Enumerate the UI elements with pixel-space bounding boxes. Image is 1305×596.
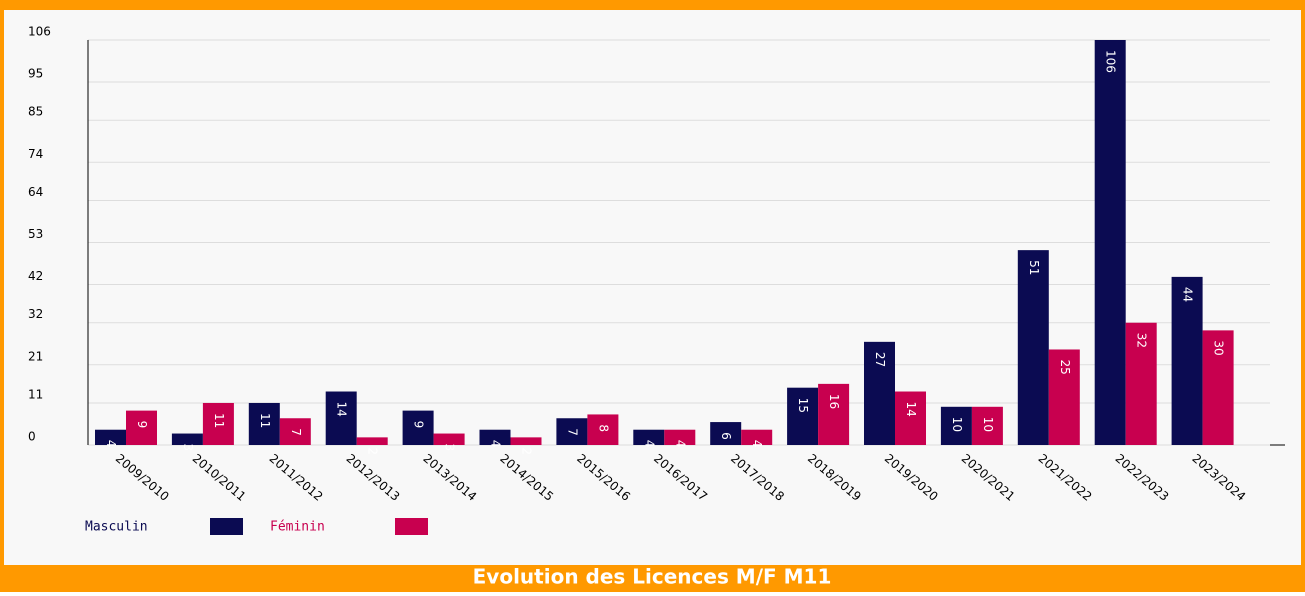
value-label: 3 (181, 444, 195, 452)
bar (741, 429, 773, 445)
bar (556, 418, 588, 445)
value-label: 51 (1027, 260, 1041, 275)
y-tick-label: 74 (28, 147, 43, 161)
bar (356, 437, 388, 445)
value-label: 14 (904, 402, 918, 417)
value-label: 10 (981, 417, 995, 432)
bar (126, 410, 157, 445)
value-label: 7 (289, 428, 303, 436)
value-label: 11 (258, 413, 272, 428)
y-tick-label: 42 (28, 269, 43, 283)
bar (279, 418, 311, 445)
bar (787, 387, 819, 445)
bar (433, 433, 465, 445)
y-tick-label: 95 (28, 67, 43, 81)
bar (587, 414, 619, 445)
bar (940, 406, 972, 445)
bar (171, 433, 203, 445)
value-label: 16 (827, 394, 841, 409)
value-label: 106 (1104, 50, 1118, 73)
value-label: 3 (443, 444, 457, 452)
bar (202, 402, 234, 445)
value-label: 9 (135, 421, 149, 429)
value-label: 7 (565, 428, 579, 436)
y-tick-label: 11 (28, 387, 43, 401)
value-label: 44 (1181, 287, 1195, 302)
value-label: 4 (673, 440, 687, 448)
bar (1094, 40, 1126, 445)
y-tick-label: 85 (28, 105, 43, 119)
legend-label: Féminin (270, 520, 325, 535)
value-label: 4 (642, 440, 656, 448)
bar (710, 422, 742, 445)
value-label: 10 (950, 417, 964, 432)
bar (1017, 250, 1049, 445)
y-tick-label: 106 (28, 25, 51, 39)
bar (1125, 322, 1157, 445)
bar (864, 341, 895, 445)
value-label: 30 (1212, 340, 1226, 355)
bar (510, 437, 542, 445)
bar (95, 429, 126, 445)
chart-title: Evolution des Licences M/F M11 (473, 565, 832, 589)
value-label: 2 (366, 447, 380, 455)
bar (664, 429, 696, 445)
value-label: 32 (1135, 333, 1149, 348)
y-tick-label: 32 (28, 307, 43, 321)
value-label: 4 (750, 440, 764, 448)
chart-background (4, 10, 1301, 565)
value-label: 2 (520, 447, 534, 455)
y-tick-label: 0 (28, 430, 36, 444)
bar (1048, 349, 1080, 445)
bar (325, 391, 357, 445)
value-label: 14 (335, 402, 349, 417)
value-label: 27 (873, 352, 887, 367)
bar (818, 383, 850, 445)
bar (971, 406, 1003, 445)
y-tick-label: 21 (28, 349, 43, 363)
value-label: 4 (489, 440, 503, 448)
value-label: 15 (796, 398, 810, 413)
bar (248, 402, 280, 445)
bar (895, 391, 926, 445)
legend-swatch (395, 518, 428, 535)
legend-label: Masculin (85, 520, 148, 535)
bar (633, 429, 665, 445)
value-label: 25 (1058, 359, 1072, 374)
bar (1171, 276, 1203, 445)
value-label: 8 (596, 424, 610, 432)
bar (402, 410, 434, 445)
y-tick-label: 64 (28, 185, 43, 199)
legend-swatch (210, 518, 243, 535)
value-label: 6 (719, 432, 733, 440)
value-label: 4 (104, 440, 118, 448)
bar (1202, 330, 1234, 445)
y-tick-label: 53 (28, 227, 43, 241)
bar (479, 429, 511, 445)
value-label: 9 (412, 421, 426, 429)
value-label: 11 (212, 413, 226, 428)
